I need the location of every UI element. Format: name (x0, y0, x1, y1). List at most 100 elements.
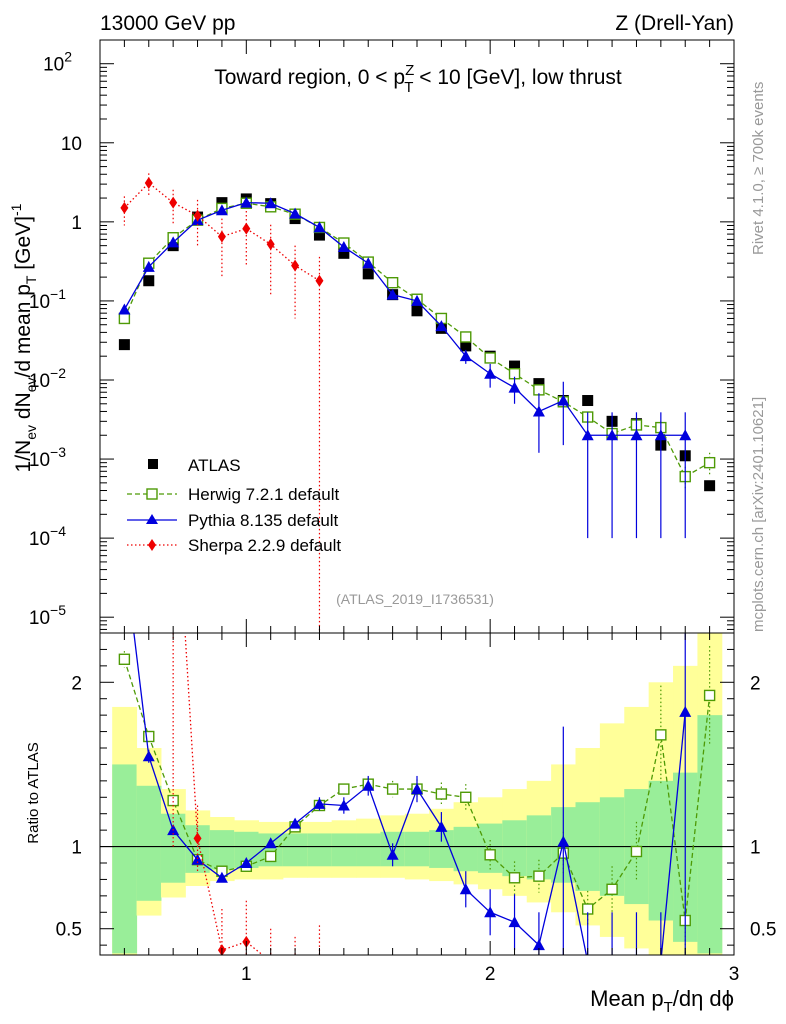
band-inner-bin (136, 785, 162, 901)
main-point-pythia (167, 236, 180, 248)
ratio-point-pythia (435, 820, 448, 832)
main-point-pythia (362, 257, 375, 269)
band-inner-bin (209, 830, 235, 870)
ratio-point-herwig (655, 729, 667, 741)
x-axis-label: Mean pT/dη dϕ (590, 986, 734, 1016)
main-point-pythia (313, 221, 326, 233)
band-inner-bin (307, 833, 333, 867)
ratio-point-pythia (240, 857, 253, 868)
ratio-point-herwig (533, 870, 545, 882)
header-process: Z (Drell-Yan) (615, 12, 734, 35)
legend-marker-sherpa (148, 539, 156, 551)
main-point-pythia (240, 196, 253, 208)
y-tick-label: 10−4 (29, 523, 66, 550)
main-point-herwig (386, 276, 399, 289)
ratio-y-label: Ratio to ATLAS (25, 742, 42, 843)
main-panel: 10−5 10−4 10−3 10−2 10−1 1 10 102 (ATLAS_2019_I… (29, 39, 735, 634)
ratio-tick-label-right: 2 (750, 673, 761, 694)
main-point-sherpa (242, 222, 251, 235)
band-inner-bin (697, 715, 723, 954)
legend: ATLAS Herwig 7.2.1 default Pythia 8.135 … (127, 456, 341, 555)
main-point-pythia (630, 429, 643, 441)
main-point-pythia (386, 288, 399, 300)
main-point-pythia (654, 429, 667, 441)
main-y-label: 1/Nev dNev/d mean pT [GeV]-1 (8, 203, 39, 472)
ratio-point-pythia (215, 871, 228, 883)
ratio-point-sherpa (193, 832, 202, 845)
main-point-sherpa (193, 209, 202, 222)
main-line-pythia (123, 201, 686, 436)
ratio-point-pythia (313, 797, 326, 809)
x-tick-label: 3 (729, 964, 740, 985)
ratio-point-herwig (118, 653, 131, 665)
main-point-atlas (460, 340, 472, 352)
ratio-point-pythia (557, 835, 570, 847)
ratio-tick-label: 2 (71, 673, 82, 694)
y-tick-label: 10−3 (29, 444, 66, 471)
legend-marker-pythia (146, 514, 158, 524)
band-inner-bin (526, 815, 552, 880)
ratio-point-herwig (386, 783, 399, 795)
main-point-atlas (143, 275, 155, 287)
main-point-pythia (679, 429, 692, 441)
main-y-axis: 10−5 10−4 10−3 10−2 10−1 1 10 102 (29, 49, 734, 630)
ratio-point-herwig (435, 788, 448, 800)
header-energy: 13000 GeV pp (100, 12, 235, 35)
x-axis: 1 2 3 (99, 40, 740, 985)
ratio-point-herwig (703, 689, 716, 702)
ratio-point-herwig (143, 730, 155, 743)
ratio-tick-label: 0.5 (56, 920, 82, 941)
main-point-atlas (216, 197, 228, 209)
main-point-pythia (557, 394, 570, 406)
x-tick-label: 2 (485, 964, 496, 985)
main-point-sherpa (120, 201, 129, 214)
main-point-atlas (362, 268, 374, 280)
main-point-atlas (509, 360, 521, 372)
analysis-id: (ATLAS_2019_I1736531) (336, 591, 494, 607)
main-point-atlas (313, 229, 325, 241)
ratio-point-herwig (338, 783, 350, 795)
x-tick-label: 1 (241, 964, 252, 985)
ratio-point-herwig (460, 791, 472, 803)
legend-label-atlas: ATLAS (188, 456, 241, 475)
y-tick-label: 10−1 (29, 286, 66, 313)
ratio-point-pythia (289, 817, 302, 829)
ratio-point-pythia (191, 853, 204, 865)
ratio-tick-label: 1 (71, 838, 82, 859)
ratio-line-pythia (133, 633, 686, 955)
ratio-point-herwig (484, 849, 496, 861)
main-point-sherpa (169, 196, 178, 209)
ratio-tick-label-right: 1 (750, 838, 761, 859)
ratio-point-herwig (606, 883, 618, 895)
ratio-point-pythia (508, 916, 521, 928)
main-point-pythia (484, 367, 497, 379)
band-inner-bin (331, 833, 357, 867)
legend-label-pythia: Pythia 8.135 default (188, 511, 339, 530)
ratio-point-pythia (459, 883, 472, 895)
y-tick-label: 10 (61, 134, 82, 155)
ratio-point-pythia (142, 750, 155, 762)
band-inner-bin (502, 820, 528, 877)
band-inner-bin (112, 764, 138, 954)
y-tick-label: 102 (43, 49, 72, 76)
main-point-herwig (118, 312, 131, 325)
band-inner-bin (404, 831, 430, 867)
ratio-point-herwig (264, 850, 277, 863)
main-point-pythia (606, 429, 619, 441)
main-point-atlas (338, 247, 350, 259)
legend-marker-herwig (146, 488, 158, 500)
y-tick-label: 10−2 (29, 365, 66, 392)
main-point-herwig (484, 352, 496, 364)
main-point-atlas (582, 395, 594, 407)
ratio-point-pythia (411, 783, 423, 795)
main-point-herwig (460, 331, 472, 343)
y-tick-label: 1 (71, 213, 82, 234)
ratio-panel: 0.5 0.5 1 1 2 2 1 2 3 (56, 40, 776, 985)
ratio-point-pythia (337, 799, 350, 811)
main-point-pythia (337, 241, 350, 253)
ratio-tick-label-right: 0.5 (750, 920, 776, 941)
ratio-point-pythia (484, 906, 497, 918)
ratio-point-pythia (679, 705, 692, 717)
ratio-point-pythia (264, 837, 277, 849)
mcplots-label: mcplots.cern.ch [arXiv:2401.10621] (750, 397, 767, 632)
